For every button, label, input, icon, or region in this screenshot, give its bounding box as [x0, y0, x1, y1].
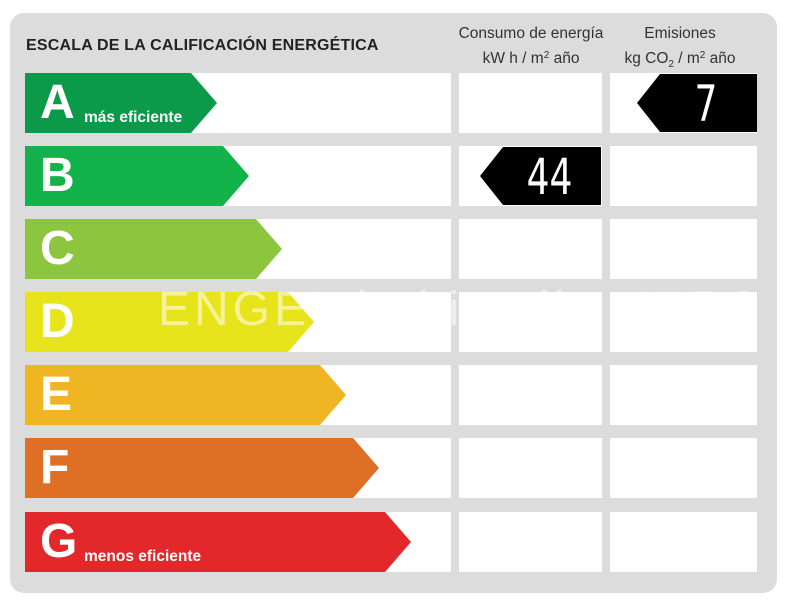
- consumption-value: 44: [526, 148, 573, 206]
- rating-band-c: [25, 219, 282, 279]
- rating-sublabel: menos eficiente: [84, 548, 202, 565]
- emissions-value: 7: [694, 75, 718, 133]
- rating-sublabel: más eficiente: [84, 109, 183, 126]
- rating-row-f: F: [0, 438, 787, 498]
- rating-band-d: [25, 292, 314, 352]
- emissions-header: Emisiones kg CO2 / m2 año: [606, 23, 754, 76]
- consumption-cell: [459, 512, 602, 572]
- rating-row-b: B 44: [0, 146, 787, 206]
- scale-title: ESCALA DE LA CALIFICACIÓN ENERGÉTICA: [26, 37, 379, 54]
- rating-row-c: C: [0, 219, 787, 279]
- consumption-cell: [459, 219, 602, 279]
- rating-row-e: E: [0, 365, 787, 425]
- rating-band-b: [25, 146, 249, 206]
- emissions-header-title: Emisiones: [644, 25, 716, 42]
- rating-letter: B: [40, 149, 75, 202]
- emissions-header-unit: kg CO2 / m2 año: [624, 50, 736, 70]
- emissions-cell: [610, 146, 757, 206]
- rating-letter: A: [40, 76, 75, 129]
- consumption-cell: [459, 73, 602, 133]
- emissions-cell: [610, 219, 757, 279]
- rating-letter: C: [40, 222, 75, 275]
- rating-band-a: [25, 73, 217, 133]
- rating-band-e: [25, 365, 346, 425]
- emissions-cell: [610, 438, 757, 498]
- consumption-header-unit: kW h / m2 año: [482, 50, 580, 67]
- emissions-cell: [610, 365, 757, 425]
- rating-letter: F: [40, 441, 70, 494]
- rating-band-g: [25, 512, 411, 572]
- rating-letter: D: [40, 295, 75, 348]
- emissions-cell: [610, 512, 757, 572]
- consumption-cell: [459, 438, 602, 498]
- consumption-cell: [459, 292, 602, 352]
- consumption-indicator: 44: [479, 146, 602, 206]
- consumption-cell: [459, 365, 602, 425]
- consumption-header: Consumo de energía kW h / m2 año: [452, 23, 610, 70]
- rating-letter: E: [40, 368, 73, 421]
- rating-band-f: [25, 438, 379, 498]
- emissions-indicator: 7: [636, 73, 758, 133]
- consumption-header-title: Consumo de energía: [458, 25, 604, 42]
- rating-row-d: D: [0, 292, 787, 352]
- rating-letter: G: [40, 515, 78, 568]
- emissions-cell: [610, 292, 757, 352]
